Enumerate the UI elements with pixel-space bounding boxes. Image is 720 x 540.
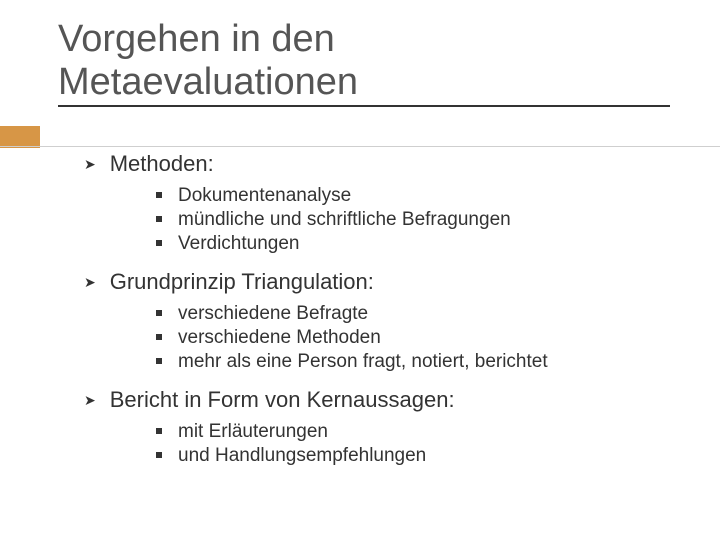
list-item: mehr als eine Person fragt, notiert, ber… <box>58 351 720 373</box>
level2-text: Verdichtungen <box>178 233 300 255</box>
section-bericht: ➤ Bericht in Form von Kernaussagen: mit … <box>58 387 720 467</box>
level1-row: ➤ Methoden: <box>58 151 720 177</box>
square-bullet-icon <box>156 428 162 434</box>
square-bullet-icon <box>156 216 162 222</box>
section-triangulation: ➤ Grundprinzip Triangulation: verschiede… <box>58 269 720 373</box>
title-line-1: Vorgehen in den <box>58 18 335 60</box>
level1-row: ➤ Bericht in Form von Kernaussagen: <box>58 387 720 413</box>
square-bullet-icon <box>156 358 162 364</box>
list-item: verschiedene Methoden <box>58 327 720 349</box>
level2-list: mit Erläuterungen und Handlungsempfehlun… <box>58 421 720 467</box>
section-methoden: ➤ Methoden: Dokumentenanalyse mündliche … <box>58 151 720 255</box>
level1-list: ➤ Methoden: Dokumentenanalyse mündliche … <box>58 151 720 467</box>
level2-text: verschiedene Methoden <box>178 327 381 349</box>
list-item: mündliche und schriftliche Befragungen <box>58 209 720 231</box>
accent-bar <box>0 126 40 148</box>
square-bullet-icon <box>156 334 162 340</box>
level1-heading: Bericht in Form von Kernaussagen: <box>110 387 455 413</box>
level1-heading: Methoden: <box>110 151 214 177</box>
arrow-bullet-icon: ➤ <box>84 275 96 289</box>
square-bullet-icon <box>156 192 162 198</box>
list-item: Dokumentenanalyse <box>58 185 720 207</box>
arrow-bullet-icon: ➤ <box>84 157 96 171</box>
arrow-bullet-icon: ➤ <box>84 393 96 407</box>
list-item: Verdichtungen <box>58 233 720 255</box>
square-bullet-icon <box>156 452 162 458</box>
level2-text: mündliche und schriftliche Befragungen <box>178 209 511 231</box>
list-item: und Handlungsempfehlungen <box>58 445 720 467</box>
list-item: mit Erläuterungen <box>58 421 720 443</box>
level2-text: mehr als eine Person fragt, notiert, ber… <box>178 351 548 373</box>
level2-text: Dokumentenanalyse <box>178 185 351 207</box>
square-bullet-icon <box>156 310 162 316</box>
title-line-2: Metaevaluationen <box>58 61 358 103</box>
level2-list: Dokumentenanalyse mündliche und schriftl… <box>58 185 720 255</box>
list-item: verschiedene Befragte <box>58 303 720 325</box>
level2-text: mit Erläuterungen <box>178 421 328 443</box>
slide-title: Vorgehen in den Metaevaluationen <box>58 18 720 103</box>
level1-heading: Grundprinzip Triangulation: <box>110 269 374 295</box>
level1-row: ➤ Grundprinzip Triangulation: <box>58 269 720 295</box>
title-underline <box>58 105 670 107</box>
square-bullet-icon <box>156 240 162 246</box>
level2-text: und Handlungsempfehlungen <box>178 445 426 467</box>
slide-body: ➤ Methoden: Dokumentenanalyse mündliche … <box>58 151 720 467</box>
slide: Vorgehen in den Metaevaluationen ➤ Metho… <box>0 0 720 540</box>
level2-list: verschiedene Befragte verschiedene Metho… <box>58 303 720 373</box>
level2-text: verschiedene Befragte <box>178 303 368 325</box>
horizontal-divider <box>0 146 720 147</box>
